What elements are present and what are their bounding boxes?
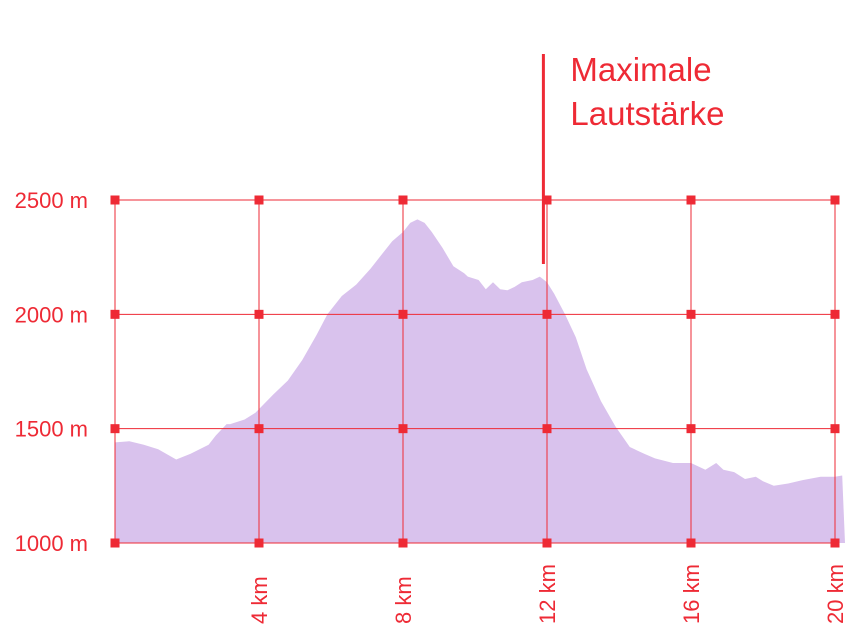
grid-marker xyxy=(398,195,408,205)
grid-marker xyxy=(686,424,696,434)
x-tick-label: 8 km xyxy=(391,576,416,624)
grid-marker xyxy=(254,538,264,548)
x-tick-label: 4 km xyxy=(247,576,272,624)
y-tick-label: 1000 m xyxy=(15,531,88,556)
annotation-label-line2: Lautstärke xyxy=(570,95,724,132)
y-tick-label: 1500 m xyxy=(15,417,88,442)
y-axis: 2500 m 2000 m 1500 m 1000 m xyxy=(15,188,88,556)
grid-marker xyxy=(542,195,552,205)
grid-marker xyxy=(398,309,408,319)
y-tick-label: 2000 m xyxy=(15,302,88,327)
grid-marker xyxy=(110,195,120,205)
grid-marker xyxy=(830,309,840,319)
grid-marker xyxy=(686,309,696,319)
grid-marker xyxy=(110,424,120,434)
x-tick-label: 20 km xyxy=(823,564,848,624)
grid-marker xyxy=(110,538,120,548)
grid-marker xyxy=(830,424,840,434)
grid-marker xyxy=(686,538,696,548)
annotation-label-line1: Maximale xyxy=(570,51,711,88)
grid-marker xyxy=(830,538,840,548)
grid-marker xyxy=(830,195,840,205)
elevation-area xyxy=(115,219,845,543)
grid-marker xyxy=(254,309,264,319)
x-axis: 4 km 8 km 12 km 16 km 20 km xyxy=(247,564,848,624)
grid-marker xyxy=(110,309,120,319)
y-tick-label: 2500 m xyxy=(15,188,88,213)
x-tick-label: 12 km xyxy=(535,564,560,624)
grid-markers xyxy=(110,195,840,548)
grid-marker xyxy=(542,309,552,319)
grid-marker xyxy=(686,195,696,205)
grid-marker xyxy=(254,424,264,434)
grid-marker xyxy=(398,424,408,434)
grid-marker xyxy=(254,195,264,205)
max-volume-annotation: Maximale Lautstärke xyxy=(541,51,724,264)
x-tick-label: 16 km xyxy=(679,564,704,624)
chart-grid xyxy=(114,199,836,544)
grid-marker xyxy=(542,424,552,434)
grid-marker xyxy=(542,538,552,548)
grid-marker xyxy=(398,538,408,548)
